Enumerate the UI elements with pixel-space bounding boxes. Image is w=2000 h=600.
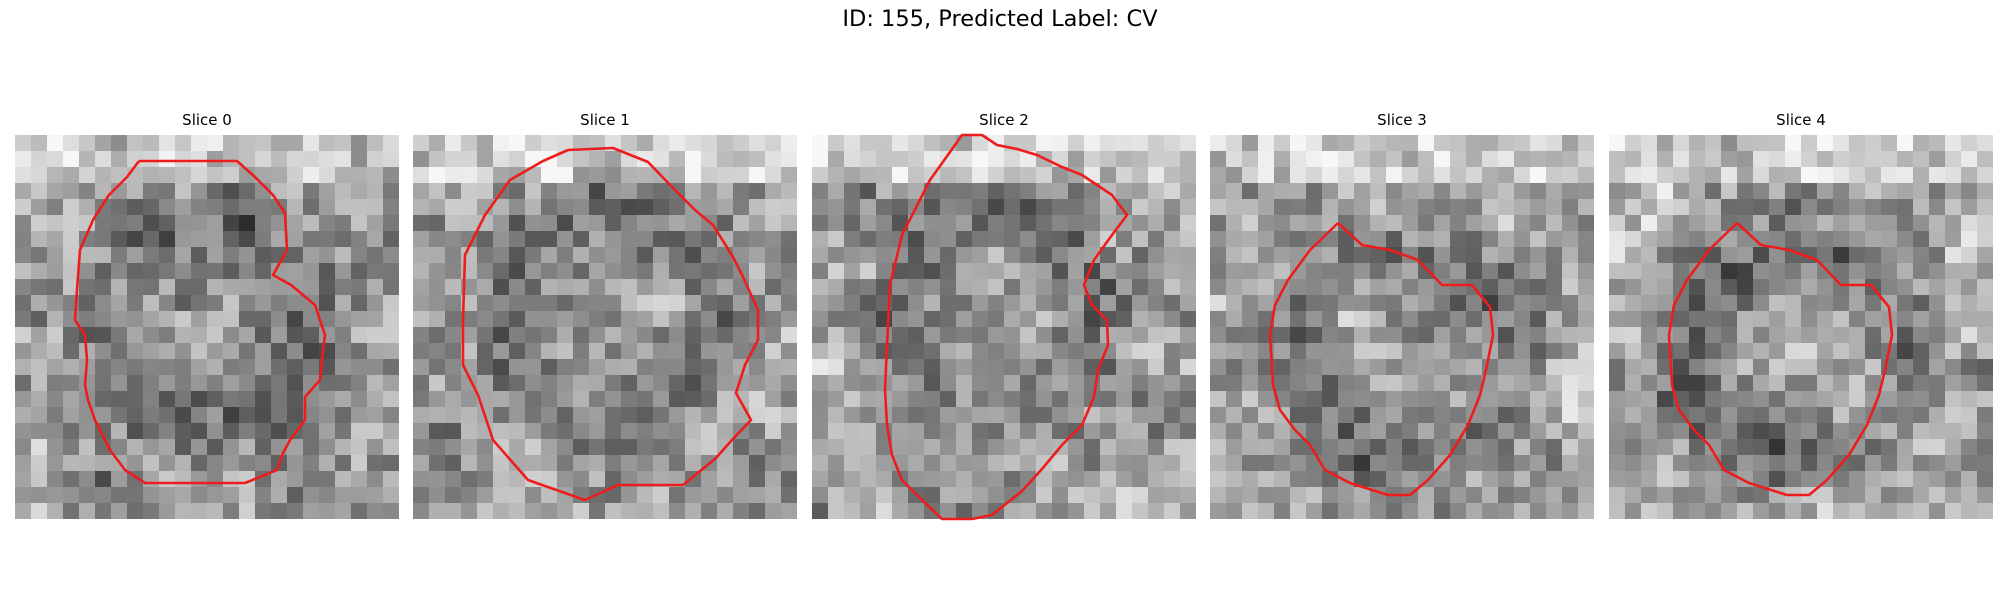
slice-panel-0: Slice 0 (15, 108, 399, 519)
contour-line (73, 159, 327, 485)
slice-title: Slice 4 (1776, 111, 1826, 129)
slice-image (413, 135, 797, 519)
slice-title: Slice 3 (1377, 111, 1427, 129)
segmentation-contour (883, 133, 1129, 521)
slice-panel-2: Slice 2 (812, 108, 1196, 521)
contour-line (461, 146, 760, 502)
slice-panel-3: Slice 3 (1210, 108, 1594, 519)
slice-panel-1: Slice 1 (413, 108, 797, 519)
segmentation-contour (1667, 222, 1894, 497)
segmentation-contour (73, 159, 327, 485)
slice-image (1210, 135, 1594, 519)
contour-line (1268, 222, 1495, 497)
mri-slice-canvas (1210, 135, 1594, 519)
mri-slice-canvas (812, 135, 1196, 519)
slice-image (15, 135, 399, 519)
mri-slice-canvas (413, 135, 797, 519)
contour-line (883, 133, 1129, 521)
slice-title: Slice 0 (182, 111, 232, 129)
contour-line (1667, 222, 1894, 497)
slice-title: Slice 2 (979, 111, 1029, 129)
slice-title: Slice 1 (580, 111, 630, 129)
slice-panel-4: Slice 4 (1609, 108, 1993, 519)
slice-image (1609, 135, 1993, 519)
segmentation-contour (461, 146, 760, 502)
slice-image (812, 133, 1196, 521)
figure-title: ID: 155, Predicted Label: CV (842, 6, 1158, 32)
segmentation-contour (1268, 222, 1495, 497)
mri-slice-canvas (1609, 135, 1993, 519)
